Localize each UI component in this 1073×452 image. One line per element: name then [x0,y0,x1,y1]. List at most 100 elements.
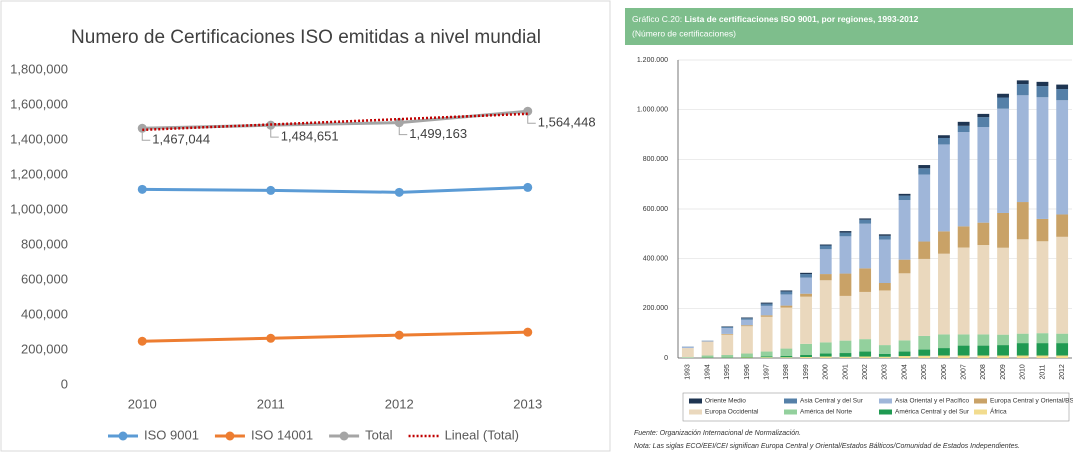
legend-label: ISO 14001 [251,427,313,442]
x-tick-label: 1993 [685,364,692,380]
bar-segment [957,334,970,346]
bar-segment [819,249,832,275]
legend-label: América Central y del Sur [895,409,970,416]
y-tick-label: 1,600,000 [10,96,68,111]
label-leader [270,125,279,138]
y-tick-label: 1.200.000 [637,57,668,64]
bar-segment [859,219,872,224]
bar-segment [819,353,832,357]
bar-segment [938,137,950,145]
bar-segment [701,340,714,342]
bar-segment [839,353,852,357]
bar-segment [957,132,970,227]
bar-segment [878,345,891,354]
bar-segment [681,346,694,349]
y-tick-label: 0 [61,376,68,391]
bar-segment [819,280,832,343]
data-point [523,182,533,192]
bar-segment [760,303,773,306]
bar-segment [800,357,812,358]
bar-segment [878,234,891,236]
bar-segment [1016,333,1029,344]
bar-segment [839,232,852,237]
bar-segment [1036,97,1049,219]
bar-segment [1016,202,1029,240]
left-panel [0,0,611,452]
bar-segment [800,296,812,344]
bar-segment [780,294,793,306]
legend-label: África [990,407,1007,416]
data-point [394,330,404,340]
bar-segment [957,345,970,356]
y-tick-label: 600,000 [21,271,68,286]
bar-segment [741,325,753,327]
bar-segment [898,193,911,196]
x-tick-label: 2010 [1020,364,1027,380]
bar-segment [997,247,1009,335]
legend-swatch [689,409,702,415]
data-label: 1,564,448 [538,115,596,130]
y-tick-label: 200.000 [643,305,668,312]
y-tick-label: 1,400,000 [10,131,68,146]
bar-segment [878,235,891,240]
bar-segment [1016,355,1029,358]
bar-segment [741,353,753,358]
bar-segment [721,326,734,328]
data-point [266,333,276,343]
bar-segment [898,273,911,341]
x-tick-label: 2007 [960,364,967,380]
bar-segment [957,247,970,335]
bar-segment [1036,218,1049,242]
bar-segment [721,333,734,335]
bar-segment [800,274,812,278]
y-tick-label: 200,000 [21,341,68,356]
chart-title: Numero de Certificaciones ISO emitidas a… [71,27,541,48]
x-tick-label: 2011 [257,396,285,411]
bar-segment [898,340,911,352]
bar-segment [741,317,753,319]
bar-segment [800,355,812,358]
bar-segment [957,355,970,358]
bar-segment [760,302,773,304]
legend-marker [339,431,349,441]
bar-segment [957,226,970,248]
label-leader [527,111,536,124]
x-tick-label: 2011 [1039,364,1046,379]
legend-swatch [974,409,987,415]
bar-segment [780,307,793,349]
legend-label: ISO 9001 [144,427,199,442]
legend-marker [118,431,128,441]
bar-segment [681,357,694,358]
bar-segment [997,334,1009,346]
bar-segment [898,200,911,260]
bar-segment [819,274,832,281]
bar-segment [839,295,852,341]
series-line [142,112,528,132]
bar-segment [780,305,793,308]
bar-segment [780,290,793,292]
legend-swatch [689,398,702,404]
x-tick-label: 2002 [862,364,869,380]
legend-swatch [974,398,987,404]
bar-segment [938,231,950,254]
bar-segment [780,348,793,357]
x-tick-label: 1997 [763,364,770,380]
bar-segment [701,341,714,356]
bar-segment [1016,239,1029,334]
bar-segment [878,353,891,357]
bar-segment [1056,236,1069,334]
bar-segment [977,334,990,346]
title-text: Lista de certificaciones ISO 9001, por r… [684,14,918,24]
x-tick-label: 1998 [783,364,790,380]
y-tick-label: 400,000 [21,306,68,321]
bar-segment [977,345,990,356]
legend-label: Total [365,427,393,442]
bar-segment [878,356,891,358]
bar-segment [800,272,812,275]
bar-segment [918,174,931,242]
data-point [523,327,533,337]
x-tick-label: 1999 [803,364,810,380]
bar-segment [918,241,931,259]
bar-segment [839,356,852,358]
